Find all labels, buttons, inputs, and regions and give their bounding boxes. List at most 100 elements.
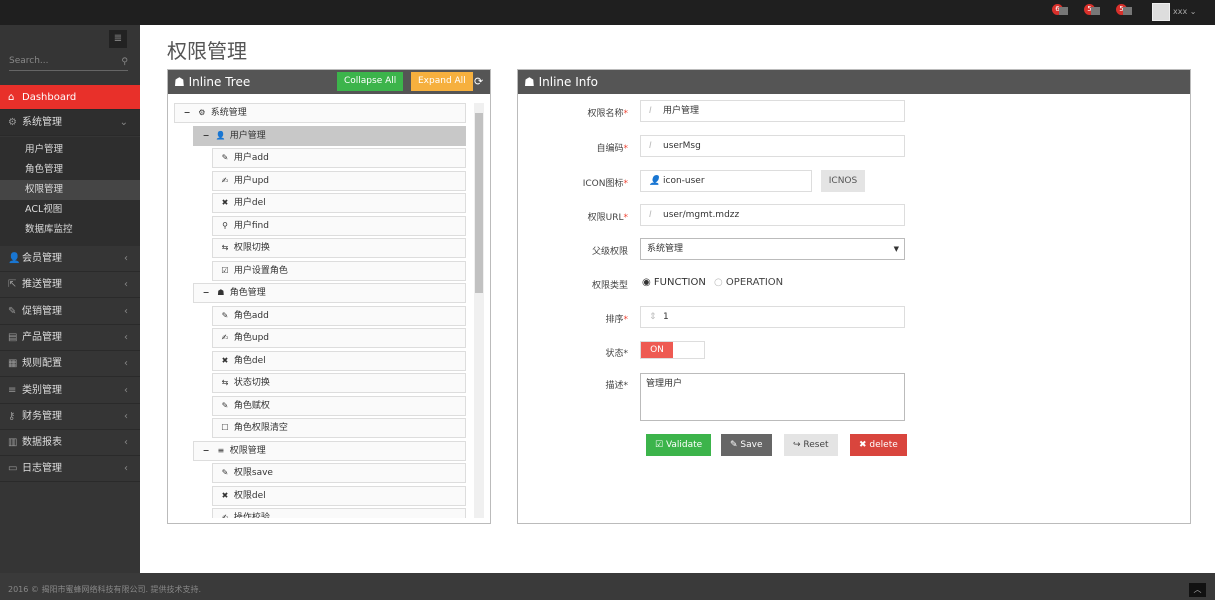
sidebar-subitem[interactable]: 数据库监控 xyxy=(25,224,73,235)
delete-button[interactable]: ✖ delete xyxy=(850,434,907,456)
reset-button[interactable]: ↪ Reset xyxy=(784,434,838,456)
tree-node[interactable]: ⇆ 状态切换 xyxy=(212,373,466,393)
node-icon: ✎ xyxy=(221,400,229,410)
collapse-icon[interactable]: − xyxy=(202,445,210,455)
node-icon: ☐ xyxy=(221,423,229,432)
search-icon[interactable]: ⚲ xyxy=(121,57,128,67)
sidebar-item[interactable]: 👤 会员管理 ‹ xyxy=(0,246,140,272)
status-toggle[interactable]: ON xyxy=(640,341,705,359)
pencil-icon: ✎ xyxy=(8,305,17,317)
user-menu[interactable]: xxx ⌄ xyxy=(1173,7,1196,16)
expand-all-button[interactable]: Expand All xyxy=(411,72,473,91)
sidebar-item[interactable]: ⚷ 财务管理 ‹ xyxy=(0,404,140,430)
sidebar-item[interactable]: ▤ 产品管理 ‹ xyxy=(0,325,140,351)
tasks-icon xyxy=(1123,7,1132,15)
tree-node[interactable]: ✖ 权限del xyxy=(212,485,466,506)
desc-textarea[interactable]: 管理用户 xyxy=(640,373,905,421)
notification-bell[interactable]: 6 xyxy=(1052,4,1070,18)
refresh-icon[interactable]: ⟳ xyxy=(474,75,484,88)
scroll-top-button[interactable]: ︿ xyxy=(1189,583,1206,597)
sidebar-subitem[interactable]: 权限管理 xyxy=(0,180,140,200)
tree-node[interactable]: ✖ 角色del xyxy=(212,350,466,371)
sidebar-item[interactable]: ▥ 数据报表 ‹ xyxy=(0,430,140,457)
sidebar-item[interactable]: ▦ 规则配置 ‹ xyxy=(0,351,140,378)
type-radio-function[interactable]: ◉ FUNCTION xyxy=(642,277,706,288)
share-icon: ⇱ xyxy=(8,279,17,291)
chevron-left-icon: ‹ xyxy=(124,279,128,291)
node-icon: ☗ xyxy=(217,288,225,297)
sidebar-item[interactable]: ≡ 类别管理 ‹ xyxy=(0,378,140,404)
tree-node[interactable]: ☐ 角色权限清空 xyxy=(212,418,466,438)
sidebar-item[interactable]: ▭ 日志管理 ‹ xyxy=(0,456,140,483)
notification-tasks[interactable]: 5 xyxy=(1116,4,1134,18)
order-stepper[interactable]: ⇕ 1 xyxy=(640,306,905,328)
chevron-left-icon: ‹ xyxy=(124,463,128,475)
chevron-left-icon: ‹ xyxy=(124,253,128,264)
caret-down-icon: ▼ xyxy=(893,245,899,253)
node-icon: ≡ xyxy=(217,445,225,455)
footer: 2016 © 揭阳市蜜蜂网络科技有限公司. 提供技术支持. ︿ xyxy=(0,573,1215,600)
tree-node[interactable]: ✎ 角色赋权 xyxy=(212,395,466,416)
tree-node-label: 用户upd xyxy=(233,175,270,186)
node-icon: ✍ xyxy=(221,175,229,185)
tree-node[interactable]: ✍ 操作校验 xyxy=(212,508,466,518)
badge: 6 xyxy=(1052,4,1063,15)
sidebar-item[interactable]: ✎ 促销管理 ‹ xyxy=(0,299,140,325)
chevron-left-icon: ‹ xyxy=(124,358,128,370)
tree-node-label: 用户管理 xyxy=(229,130,266,141)
menu-toggle-button[interactable]: ≣ xyxy=(109,30,127,48)
node-icon: ✍ xyxy=(221,513,229,518)
sidebar-item-system[interactable]: ⚙ 系统管理 ⌄ xyxy=(0,110,140,136)
scrollbar-thumb[interactable] xyxy=(475,113,483,293)
collapse-icon[interactable]: − xyxy=(183,108,191,117)
search-input[interactable]: Search... ⚲ xyxy=(9,56,128,71)
tree-node[interactable]: − ⚙ 系统管理 xyxy=(174,103,466,123)
collapse-icon[interactable]: − xyxy=(202,288,210,297)
tree-node-label: 用户add xyxy=(233,153,269,163)
notification-messages[interactable]: 5 xyxy=(1084,4,1102,18)
tree-node[interactable]: ☑ 用户设置角色 xyxy=(212,260,466,281)
collapse-icon[interactable]: − xyxy=(202,130,210,140)
parent-select[interactable]: 系统管理 ▼ xyxy=(640,238,905,260)
tree-node[interactable]: ⚲ 用户find xyxy=(212,215,466,236)
icons-button[interactable]: ICNOS xyxy=(821,170,865,192)
save-button[interactable]: ✎ Save xyxy=(721,434,772,456)
url-label: 权限URL* xyxy=(587,213,628,223)
text-cursor-icon: I xyxy=(649,106,652,116)
page-title: 权限管理 xyxy=(167,39,247,63)
tree-node-label: 权限del xyxy=(233,490,266,501)
status-label: 状态* xyxy=(605,349,628,359)
sidebar-subitem[interactable]: 角色管理 xyxy=(25,164,64,175)
sidebar-subitem[interactable]: ACL视图 xyxy=(25,204,63,215)
tree-node[interactable]: ✎ 用户add xyxy=(212,148,466,168)
tree-node[interactable]: − ≡ 权限管理 xyxy=(193,440,466,461)
sidebar: ≣ Search... ⚲ ⌂ Dashboard ⚙ 系统管理 ⌄ 用户管理角色管理权… xyxy=(0,25,140,573)
tree-node-label: 权限save xyxy=(233,468,273,478)
type-radio-operation[interactable]: ○ OPERATION xyxy=(714,277,784,288)
avatar[interactable] xyxy=(1152,3,1170,21)
tree: − ⚙ 系统管理 − 👤 用户管理 ✎ 用户add ✍ 用户upd ✖ 用户del ⚲ 用… xyxy=(174,103,466,518)
sidebar-subitem[interactable]: 用户管理 xyxy=(25,144,64,155)
top-bar: 6 5 5 xxx ⌄ xyxy=(0,0,1215,25)
tree-node[interactable]: ✍ 角色upd xyxy=(212,328,466,348)
tree-node[interactable]: − 👤 用户管理 xyxy=(193,125,466,146)
badge: 5 xyxy=(1084,4,1095,15)
validate-button[interactable]: ☑ Validate xyxy=(646,434,712,456)
tree-node-label: 角色upd xyxy=(233,333,270,343)
scrollbar[interactable] xyxy=(474,103,484,518)
tree-node[interactable]: ✎ 角色add xyxy=(212,305,466,326)
sidebar-item-label: 类别管理 xyxy=(22,384,62,396)
icon-input[interactable]: 👤 icon-user xyxy=(640,170,812,192)
tree-node[interactable]: ✖ 用户del xyxy=(212,193,466,213)
collapse-all-button[interactable]: Collapse All xyxy=(337,72,404,91)
tree-node[interactable]: ⇆ 权限切换 xyxy=(212,238,466,258)
sidebar-item[interactable]: ⇱ 推送管理 ‹ xyxy=(0,272,140,299)
tree-node[interactable]: − ☗ 角色管理 xyxy=(193,283,466,303)
sidebar-item-dashboard[interactable]: ⌂ Dashboard xyxy=(0,85,140,110)
tree-node[interactable]: ✍ 用户upd xyxy=(212,170,466,191)
name-input[interactable]: I 用户管理 xyxy=(640,100,905,122)
tree-node[interactable]: ✎ 权限save xyxy=(212,463,466,483)
node-icon: ✎ xyxy=(221,153,229,162)
